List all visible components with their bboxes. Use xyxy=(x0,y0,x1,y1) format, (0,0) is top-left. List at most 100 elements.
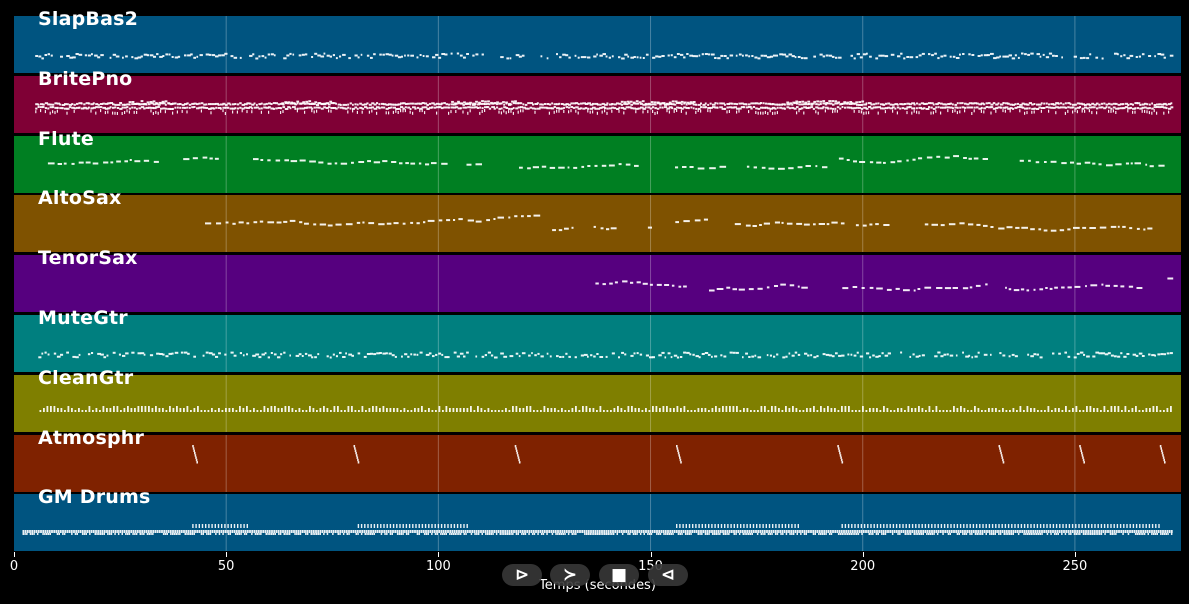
note xyxy=(376,524,379,529)
note xyxy=(686,53,689,55)
note xyxy=(1170,533,1173,536)
note xyxy=(118,353,121,356)
note xyxy=(601,105,606,108)
note xyxy=(810,105,814,108)
note xyxy=(270,102,273,105)
note xyxy=(431,530,434,534)
note xyxy=(797,285,800,288)
note xyxy=(270,107,274,110)
note xyxy=(585,533,588,536)
note xyxy=(949,102,952,105)
note xyxy=(641,409,644,412)
note xyxy=(528,354,531,357)
note xyxy=(319,223,327,226)
note xyxy=(505,106,509,109)
note xyxy=(1095,56,1099,59)
note xyxy=(227,102,231,105)
note xyxy=(754,56,758,59)
chevron-right-icon: ≻ xyxy=(562,564,578,585)
note xyxy=(887,352,891,355)
note xyxy=(979,524,981,529)
note xyxy=(54,106,59,109)
note xyxy=(80,102,83,105)
note xyxy=(112,111,114,115)
note xyxy=(425,162,430,165)
note xyxy=(449,530,452,534)
note xyxy=(709,102,712,105)
note xyxy=(1004,106,1009,109)
note xyxy=(1161,451,1164,454)
note xyxy=(63,162,67,165)
rewind-button[interactable]: ⊲ xyxy=(648,564,688,586)
note xyxy=(634,533,636,536)
note xyxy=(570,105,574,108)
note xyxy=(677,451,680,454)
note xyxy=(465,533,467,536)
note xyxy=(505,101,508,104)
note xyxy=(848,405,850,412)
note xyxy=(620,103,623,106)
stop-button[interactable]: ■ xyxy=(599,564,639,586)
note xyxy=(1143,228,1146,231)
note xyxy=(558,109,560,113)
note xyxy=(1045,102,1048,105)
note xyxy=(394,54,399,57)
note xyxy=(1082,533,1085,536)
play-button[interactable]: ⊳ xyxy=(502,564,542,586)
forward-button[interactable]: ≻ xyxy=(550,564,590,586)
note xyxy=(812,533,815,536)
note xyxy=(553,105,556,108)
note xyxy=(647,109,649,113)
note xyxy=(1079,57,1083,60)
note xyxy=(181,106,185,109)
note xyxy=(1002,106,1006,109)
note xyxy=(930,111,932,115)
note xyxy=(453,219,456,222)
note xyxy=(781,107,786,110)
note xyxy=(72,56,76,59)
note xyxy=(361,530,364,534)
note xyxy=(298,407,301,412)
note xyxy=(363,355,367,358)
note xyxy=(818,530,821,534)
note xyxy=(1148,530,1151,534)
note xyxy=(47,107,50,110)
note xyxy=(396,407,399,412)
note xyxy=(458,218,463,221)
note xyxy=(990,105,994,108)
note xyxy=(736,524,739,529)
note xyxy=(176,530,179,534)
note xyxy=(708,530,711,534)
note xyxy=(931,533,933,536)
note xyxy=(136,530,139,534)
track-lane-gm-drums: GM Drums xyxy=(14,486,1181,552)
note xyxy=(1157,353,1161,356)
note xyxy=(350,530,353,534)
note xyxy=(40,530,42,534)
note xyxy=(405,524,408,529)
note xyxy=(1161,533,1164,536)
note xyxy=(1120,530,1123,534)
note xyxy=(371,106,374,109)
note xyxy=(1062,524,1064,529)
note xyxy=(128,107,131,110)
note xyxy=(1035,160,1040,163)
note xyxy=(1040,109,1042,113)
note xyxy=(792,101,796,104)
note xyxy=(748,530,751,534)
note xyxy=(114,111,116,115)
note xyxy=(750,530,753,534)
note xyxy=(959,524,962,529)
note xyxy=(653,101,657,104)
note xyxy=(1127,103,1130,106)
note xyxy=(785,405,787,412)
note xyxy=(221,54,225,57)
note xyxy=(543,530,546,534)
note xyxy=(918,533,921,536)
note xyxy=(1097,533,1099,536)
note xyxy=(614,281,618,284)
note xyxy=(936,533,939,536)
note xyxy=(309,160,316,163)
note xyxy=(608,107,612,110)
note xyxy=(768,524,771,529)
